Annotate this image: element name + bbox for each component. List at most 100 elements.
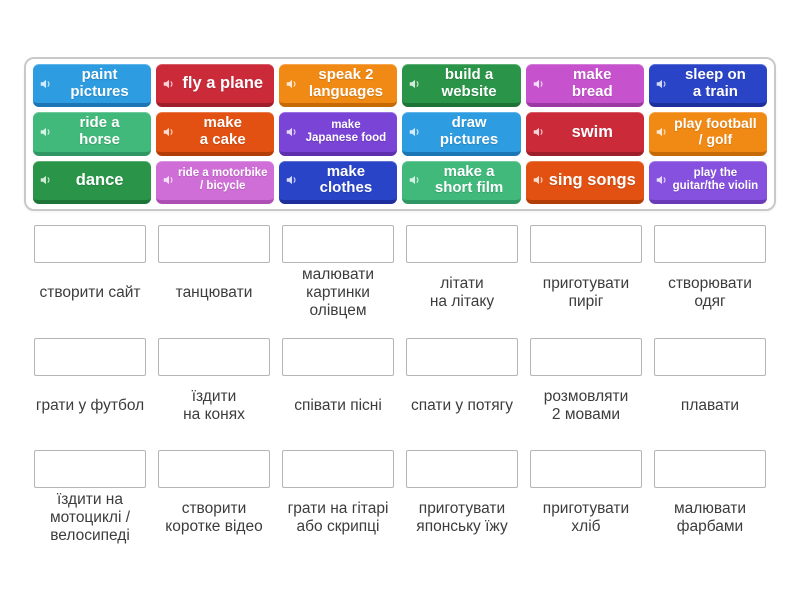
answer-drop-zone[interactable]	[406, 225, 518, 263]
answer-cell: приготувати пиріг	[524, 225, 648, 321]
answer-label: спати у потягу	[410, 396, 514, 414]
tile-label: ride a horse	[79, 114, 120, 148]
answer-label: малювати фарбами	[673, 499, 747, 535]
word-tile-speak-2-languages[interactable]: speak 2 languages	[279, 64, 398, 108]
speaker-icon[interactable]	[39, 173, 53, 187]
speaker-icon[interactable]	[162, 125, 176, 139]
answer-drop-zone[interactable]	[406, 338, 518, 376]
answer-label: танцювати	[175, 283, 253, 301]
word-tile-dance[interactable]: dance	[33, 160, 152, 204]
answer-label: розмовляти 2 мовами	[543, 387, 629, 423]
answer-cell: малювати картинки олівцем	[276, 225, 400, 321]
answer-drop-zone[interactable]	[282, 225, 394, 263]
answer-cell: літати на літаку	[400, 225, 524, 321]
word-tile-make-a-cake[interactable]: make a cake	[156, 112, 275, 156]
answer-label: грати у футбол	[35, 396, 145, 414]
tile-label: play the guitar/the violin	[672, 167, 759, 193]
speaker-icon[interactable]	[532, 77, 546, 91]
answer-drop-zone[interactable]	[34, 338, 146, 376]
speaker-icon[interactable]	[408, 125, 422, 139]
answer-cell: грати на гітарі або скрипці	[276, 450, 400, 546]
word-tile-make-japanese-food[interactable]: make Japanese food	[279, 112, 398, 156]
answer-drop-zone[interactable]	[406, 450, 518, 488]
answer-drop-zone[interactable]	[34, 450, 146, 488]
answer-row: створити сайт танцювати малювати картинки …	[28, 225, 772, 321]
speaker-icon[interactable]	[285, 173, 299, 187]
answer-cell: їздити на мотоциклі / велосипеді	[28, 450, 152, 546]
answer-label: літати на літаку	[429, 274, 495, 310]
speaker-icon[interactable]	[39, 125, 53, 139]
answer-drop-zone[interactable]	[530, 338, 642, 376]
tile-label: paint pictures	[70, 65, 129, 100]
answer-label: плавати	[680, 396, 740, 414]
answer-drop-zone[interactable]	[654, 450, 766, 488]
tile-label: build a website	[441, 65, 497, 100]
word-tile-build-a-website[interactable]: build a website	[402, 64, 521, 108]
word-tile-draw-pictures[interactable]: draw pictures	[402, 112, 521, 156]
answer-label: співати пісні	[294, 396, 382, 414]
word-tiles-card: paint pictures fly a plane speak 2 languag…	[24, 57, 776, 211]
speaker-icon[interactable]	[162, 173, 176, 187]
word-tile-paint-pictures[interactable]: paint pictures	[33, 64, 152, 108]
answer-drop-zone[interactable]	[654, 225, 766, 263]
speaker-icon[interactable]	[655, 173, 669, 187]
answer-label: приготувати японську їжу	[416, 499, 508, 535]
answer-cell: спати у потягу	[400, 338, 524, 434]
answer-drop-zone[interactable]	[530, 450, 642, 488]
answer-label: створити сайт	[39, 283, 141, 301]
answer-drop-zone[interactable]	[158, 450, 270, 488]
word-tile-fly-a-plane[interactable]: fly a plane	[156, 64, 275, 108]
speaker-icon[interactable]	[532, 173, 546, 187]
answer-cell: створити сайт	[28, 225, 152, 321]
answer-drop-zone[interactable]	[34, 225, 146, 263]
answer-label: грати на гітарі або скрипці	[287, 499, 389, 535]
word-tile-make-a-short-film[interactable]: make a short film	[402, 160, 521, 204]
answer-drop-zone[interactable]	[530, 225, 642, 263]
speaker-icon[interactable]	[655, 125, 669, 139]
word-tile-ride-a-horse[interactable]: ride a horse	[33, 112, 152, 156]
tile-label: speak 2 languages	[308, 65, 383, 100]
answer-drop-zone[interactable]	[654, 338, 766, 376]
word-tile-make-clothes[interactable]: make clothes	[279, 160, 398, 204]
word-tile-sleep-on-a-train[interactable]: sleep on a train	[648, 64, 767, 108]
word-tile-swim[interactable]: swim	[525, 112, 644, 156]
tile-label: fly a plane	[182, 74, 264, 93]
speaker-icon[interactable]	[162, 77, 176, 91]
answer-cell: плавати	[648, 338, 772, 434]
tile-label: swim	[571, 122, 613, 141]
speaker-icon[interactable]	[285, 125, 299, 139]
speaker-icon[interactable]	[408, 77, 422, 91]
answer-drop-zone[interactable]	[158, 338, 270, 376]
answer-drop-zone[interactable]	[282, 338, 394, 376]
answer-cell: створити коротке відео	[152, 450, 276, 546]
answer-row: грати у футбол їздити на конях співати піс…	[28, 338, 772, 434]
answer-cell: грати у футбол	[28, 338, 152, 434]
tile-label: dance	[75, 171, 124, 190]
tile-label: make Japanese food	[305, 119, 387, 144]
answer-row: їздити на мотоциклі / велосипеді створити…	[28, 450, 772, 546]
answer-label: створювати одяг	[668, 274, 752, 310]
speaker-icon[interactable]	[408, 173, 422, 187]
word-tile-ride-a-motorbike[interactable]: ride a motorbike / bicycle	[156, 160, 275, 204]
tile-label: ride a motorbike / bicycle	[178, 167, 268, 193]
tile-label: play football / golf	[674, 115, 757, 147]
answer-cell: розмовляти 2 мовами	[524, 338, 648, 434]
word-tile-play-guitar-violin[interactable]: play the guitar/the violin	[648, 160, 767, 204]
word-tile-play-football-golf[interactable]: play football / golf	[648, 112, 767, 156]
answer-cell: малювати фарбами	[648, 450, 772, 546]
answer-cell: приготувати японську їжу	[400, 450, 524, 546]
answer-drop-zone[interactable]	[158, 225, 270, 263]
speaker-icon[interactable]	[532, 125, 546, 139]
word-tile-sing-songs[interactable]: sing songs	[525, 160, 644, 204]
speaker-icon[interactable]	[285, 77, 299, 91]
answer-label: приготувати пиріг	[542, 274, 630, 310]
tile-label: sing songs	[548, 171, 636, 190]
answer-cell: танцювати	[152, 225, 276, 321]
word-tile-make-bread[interactable]: make bread	[525, 64, 644, 108]
speaker-icon[interactable]	[655, 77, 669, 91]
speaker-icon[interactable]	[39, 77, 53, 91]
answer-cell: приготувати хліб	[524, 450, 648, 546]
answer-label: малювати картинки олівцем	[301, 265, 375, 320]
tile-label: make a short film	[434, 162, 504, 197]
answer-drop-zone[interactable]	[282, 450, 394, 488]
